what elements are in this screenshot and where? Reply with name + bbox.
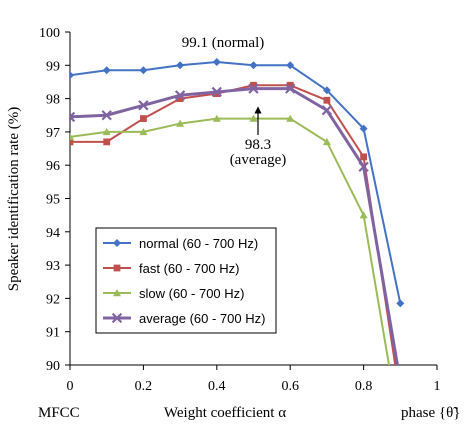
data-point xyxy=(102,66,111,75)
annotation-average-value: 98.3 xyxy=(245,137,271,153)
legend-swatch-marker xyxy=(113,239,121,247)
y-tick-label: 90 xyxy=(46,359,60,374)
y-tick-label: 98 xyxy=(46,93,60,108)
legend-item: slow (60 - 700 Hz) xyxy=(103,286,244,301)
y-tick-label: 96 xyxy=(46,159,60,174)
series-line xyxy=(70,117,391,365)
legend-items: normal (60 - 700 Hz) fast (60 - 700 Hz) sl… xyxy=(103,236,265,326)
legend-label: normal (60 - 700 Hz) xyxy=(139,236,258,251)
series-line xyxy=(70,87,399,365)
legend: normal (60 - 700 Hz) fast (60 - 700 Hz) sl… xyxy=(95,227,277,334)
y-tick-label: 100 xyxy=(39,26,60,41)
y-tick-label: 95 xyxy=(46,193,60,208)
data-point xyxy=(321,105,333,116)
data-point xyxy=(249,114,258,122)
data-point xyxy=(358,161,369,173)
y-ticks: 90 91 92 93 94 95 96 97 98 99 100 xyxy=(39,26,70,374)
y-tick-label: 92 xyxy=(46,292,60,307)
data-point xyxy=(138,100,149,111)
data-point xyxy=(322,86,331,95)
data-point xyxy=(359,124,368,133)
data-point xyxy=(211,86,222,98)
legend-swatch-marker xyxy=(113,264,121,272)
y-tick-label: 94 xyxy=(46,226,60,241)
legend-label: slow (60 - 700 Hz) xyxy=(139,286,244,301)
legend-item: fast (60 - 700 Hz) xyxy=(103,261,239,276)
x-axis-right-label: phase {θ̃} xyxy=(401,405,461,421)
series-diamond xyxy=(70,57,405,308)
x-axis-right-label-text: phase { xyxy=(401,405,446,421)
data-point xyxy=(102,127,111,136)
data-point xyxy=(322,137,331,146)
series-triangle xyxy=(70,114,391,365)
data-point xyxy=(212,57,221,66)
data-point xyxy=(396,377,405,386)
legend-swatch-marker xyxy=(111,312,123,324)
data-point xyxy=(250,81,257,89)
x-axis-label: Weight coefficient α xyxy=(164,405,286,421)
data-point xyxy=(101,110,112,121)
data-point xyxy=(176,61,185,70)
data-point xyxy=(139,66,148,75)
data-point xyxy=(176,119,185,127)
data-point xyxy=(103,138,111,146)
x-tick-label: 0.6 xyxy=(281,379,299,394)
legend-label: average (60 - 700 Hz) xyxy=(139,311,265,326)
x-tick-label: 0.2 xyxy=(135,379,153,394)
y-tick-label: 93 xyxy=(46,259,60,274)
x-axis-left-label: MFCC xyxy=(38,405,80,421)
data-point xyxy=(70,71,74,80)
data-point xyxy=(70,111,76,123)
legend-box xyxy=(95,227,277,334)
data-point xyxy=(70,138,74,146)
data-point xyxy=(212,114,221,122)
series-layer xyxy=(70,57,405,402)
x-tick-label: 1 xyxy=(434,379,441,394)
data-point xyxy=(396,299,405,308)
data-point xyxy=(249,61,258,70)
legend-item: normal (60 - 700 Hz) xyxy=(103,236,258,251)
x-tick-label: 0 xyxy=(67,379,74,394)
data-point xyxy=(174,90,186,101)
legend-swatch-marker xyxy=(113,289,121,297)
data-point xyxy=(286,61,295,70)
data-point xyxy=(360,153,367,161)
data-point xyxy=(213,90,221,98)
data-point xyxy=(70,132,74,141)
x-tick-label: 0.8 xyxy=(355,379,373,394)
data-point xyxy=(323,96,331,104)
y-tick-label: 91 xyxy=(46,326,60,341)
y-tick-label: 99 xyxy=(46,59,60,74)
y-axis-label: Speaker identification rate (%) xyxy=(6,107,22,292)
data-point xyxy=(286,114,295,122)
data-point xyxy=(359,211,368,219)
x-ticks: 0 0.2 0.4 0.6 0.8 1 xyxy=(67,365,441,394)
annotation-average-label: (average) xyxy=(230,152,287,168)
data-point xyxy=(140,115,147,122)
data-point xyxy=(248,83,259,94)
data-point xyxy=(397,395,404,402)
data-point xyxy=(139,127,148,136)
y-tick-label: 97 xyxy=(46,126,60,141)
data-point xyxy=(285,83,296,94)
legend-label: fast (60 - 700 Hz) xyxy=(139,261,239,276)
x-axis-right-label-close: } xyxy=(453,405,460,421)
x-tick-label: 0.4 xyxy=(208,379,226,394)
series-x xyxy=(70,83,405,386)
annotation-normal-peak: 99.1 (normal) xyxy=(182,35,264,51)
series-line xyxy=(70,60,402,304)
data-point xyxy=(286,81,294,89)
legend-item: average (60 - 700 Hz) xyxy=(103,311,265,326)
data-point xyxy=(176,95,184,102)
